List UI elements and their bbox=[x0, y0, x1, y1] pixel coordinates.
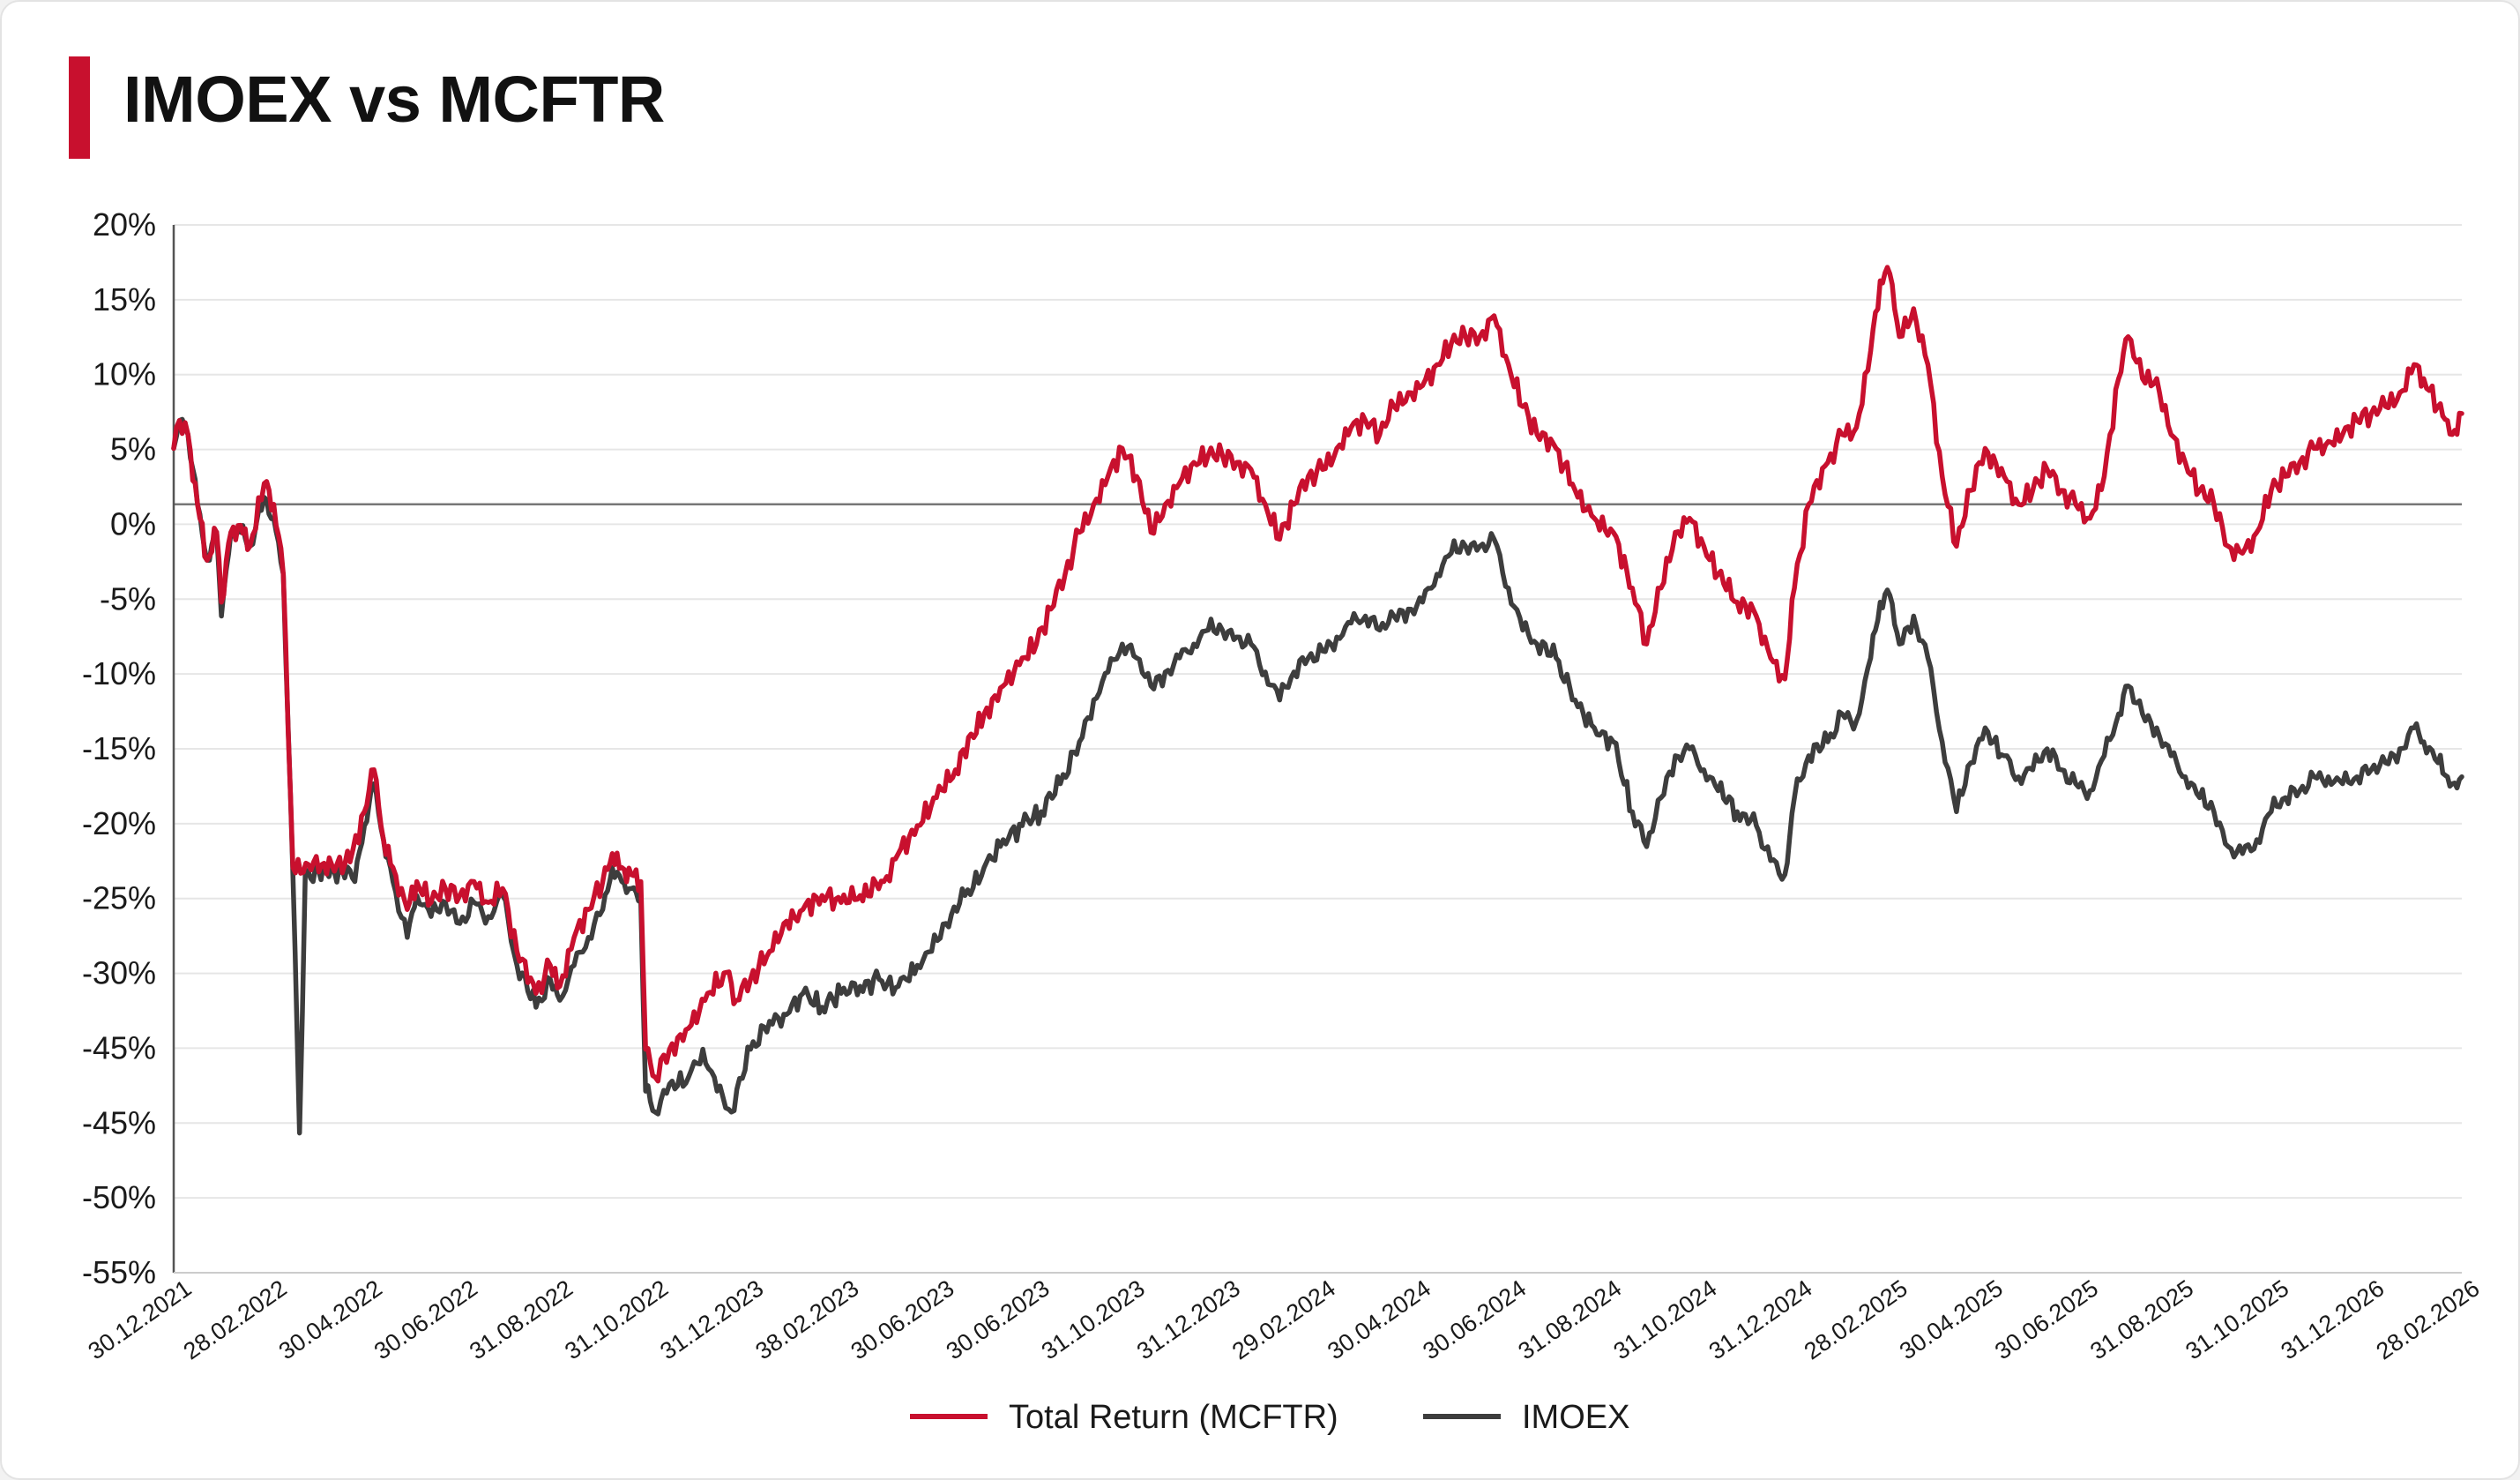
y-tick-label: -5% bbox=[100, 580, 156, 617]
y-tick-label: 20% bbox=[93, 206, 156, 243]
x-tick-label: 31.08.2024 bbox=[1513, 1274, 1626, 1364]
series-line-imoex bbox=[171, 416, 2464, 1136]
x-tick-label: 30.04.2025 bbox=[1895, 1274, 2008, 1364]
y-axis-line bbox=[172, 225, 2462, 1274]
x-tick-label: 29.02.2024 bbox=[1227, 1274, 1340, 1364]
y-tick-label: -20% bbox=[82, 805, 156, 841]
x-tick-label: 31.12.2023 bbox=[655, 1274, 768, 1364]
x-tick-label: 30.04.2022 bbox=[274, 1274, 387, 1364]
y-tick-label: 0% bbox=[110, 505, 156, 542]
y-tick-label: -55% bbox=[82, 1254, 156, 1290]
legend-item-mcftr: Total Return (MCFTR) bbox=[910, 1399, 1338, 1436]
x-tick-label: 31.08.2022 bbox=[465, 1274, 578, 1364]
x-tick-label: 30.06.2022 bbox=[369, 1274, 482, 1364]
title-accent-bar bbox=[69, 56, 90, 159]
y-tick-label: -10% bbox=[82, 655, 156, 691]
x-tick-label: 30.06.2025 bbox=[1990, 1274, 2103, 1364]
x-tick-label: 28.02.2022 bbox=[179, 1274, 292, 1364]
x-tick-label: 28.02.2025 bbox=[1800, 1274, 1912, 1364]
x-tick-label: 31.10.2022 bbox=[560, 1274, 673, 1364]
y-tick-label: 10% bbox=[93, 356, 156, 392]
legend-label: IMOEX bbox=[1522, 1399, 1629, 1436]
y-tick-label: -45% bbox=[82, 1104, 156, 1140]
y-tick-label: -45% bbox=[82, 1029, 156, 1065]
x-tick-label: 30.06.2023 bbox=[942, 1274, 1055, 1364]
grid-lines bbox=[174, 224, 2462, 1200]
x-tick-label: 30.04.2024 bbox=[1323, 1274, 1435, 1364]
y-tick-label: 15% bbox=[93, 281, 156, 318]
chart-title: IMOEX vs MCFTR bbox=[123, 63, 665, 136]
y-tick-label: -50% bbox=[82, 1179, 156, 1215]
x-tick-label: 31.08.2025 bbox=[2085, 1274, 2198, 1364]
x-tick-label: 31.12.2023 bbox=[1132, 1274, 1245, 1364]
x-tick-labels: 30.12.202128.02.202230.04.202230.06.2022… bbox=[84, 1274, 2485, 1364]
y-tick-label: 5% bbox=[110, 431, 156, 467]
y-tick-label: -30% bbox=[82, 955, 156, 991]
series-line-mcftr bbox=[171, 265, 2464, 1084]
y-tick-label: -15% bbox=[82, 730, 156, 766]
x-tick-label: 31.10.2024 bbox=[1609, 1274, 1722, 1364]
x-tick-label: 31.12.2026 bbox=[2276, 1274, 2389, 1364]
data-series bbox=[171, 265, 2464, 1136]
x-tick-label: 30.06.2023 bbox=[846, 1274, 959, 1364]
legend-item-imoex: IMOEX bbox=[1423, 1399, 1629, 1436]
x-tick-label: 31.12.2024 bbox=[1704, 1274, 1817, 1364]
y-tick-labels: 20% 15% 10% 5% 0% -5% -10% -15% -20% -25% -30% -45%… bbox=[82, 206, 156, 1290]
x-tick-label: 30.06.2024 bbox=[1418, 1274, 1531, 1364]
y-tick-label: -25% bbox=[82, 880, 156, 916]
x-tick-label: 31.10.2023 bbox=[1037, 1274, 1150, 1364]
x-tick-label: 31.10.2025 bbox=[2181, 1274, 2293, 1364]
x-tick-label: 38.02.2023 bbox=[750, 1274, 863, 1364]
legend: Total Return (MCFTR) IMOEX bbox=[910, 1399, 1629, 1436]
legend-label: Total Return (MCFTR) bbox=[1009, 1399, 1338, 1436]
x-tick-label: 28.02.2026 bbox=[2372, 1274, 2485, 1364]
